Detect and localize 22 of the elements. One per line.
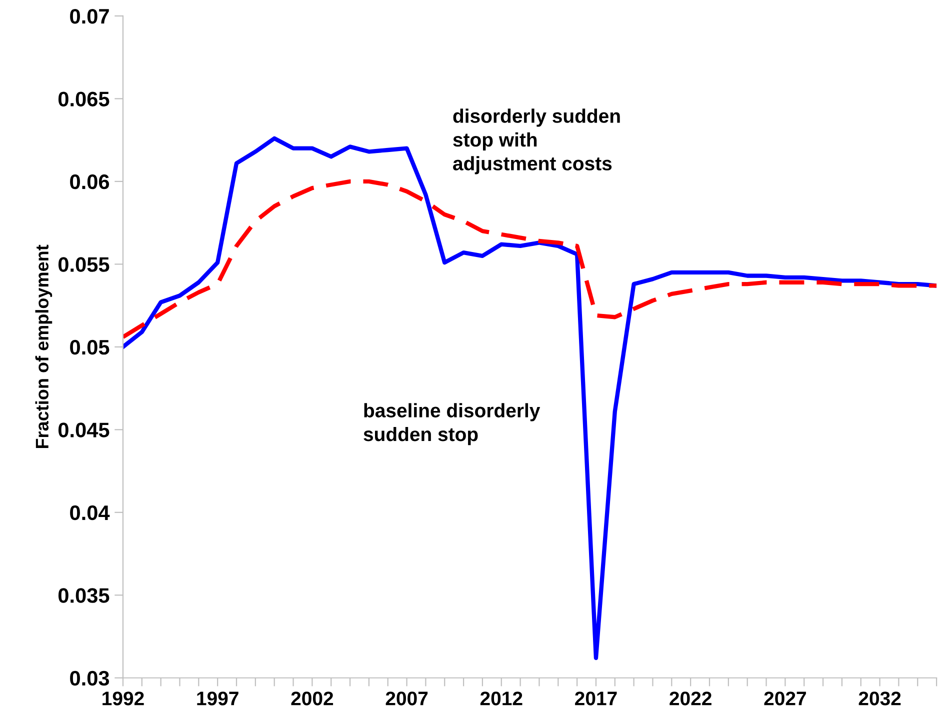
x-tick-label: 2032 xyxy=(858,692,901,706)
y-tick-label: 0.065 xyxy=(58,92,110,106)
line-series xyxy=(122,179,937,340)
x-tick-label: 2027 xyxy=(764,692,806,706)
y-tick-label: 0.03 xyxy=(70,670,110,686)
y-axis-title: Fraction of employment xyxy=(35,244,52,448)
x-tick-label: 2012 xyxy=(480,692,522,706)
y-tick-label: 0.04 xyxy=(70,505,110,520)
y-tick-label: 0.07 xyxy=(70,8,109,24)
y-tick-label: 0.06 xyxy=(70,174,110,190)
x-tick-label: 1992 xyxy=(102,692,144,706)
x-tick-label: 2017 xyxy=(575,692,617,706)
y-tick-label: 0.035 xyxy=(58,588,110,603)
y-tick-label: 0.045 xyxy=(58,422,110,438)
y-tick-label: 0.055 xyxy=(58,257,110,272)
y-tick-label: 0.05 xyxy=(70,340,110,355)
annotation: disorderly sudden stop with adjustment costs xyxy=(453,108,620,174)
x-tick-label: 1997 xyxy=(197,692,238,706)
x-tick-label: 2002 xyxy=(291,692,334,706)
x-tick-label: 2022 xyxy=(670,692,712,706)
annotation: baseline disorderly sudden stop xyxy=(364,403,540,446)
x-tick-label: 2007 xyxy=(386,692,428,706)
